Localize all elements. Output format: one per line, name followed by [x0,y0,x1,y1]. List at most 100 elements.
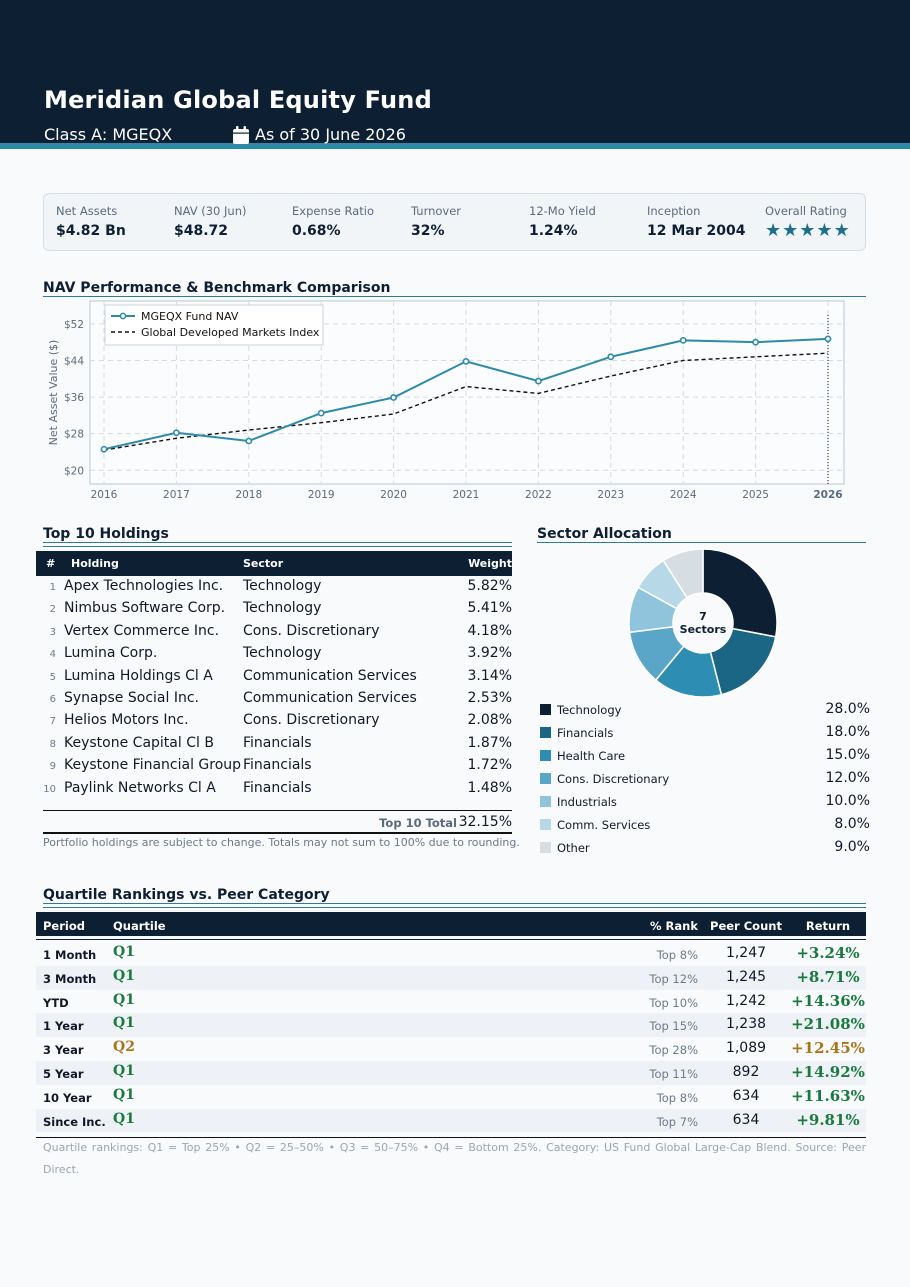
rank-cell: Top 7% [656,1114,698,1129]
legend-label-benchmark: Global Developed Markets Index [141,326,320,339]
fund-nav-point [679,336,687,344]
holding-name: Lumina Corp. [64,645,158,662]
rank-cell: Top 28% [649,1043,698,1058]
return-cell: +11.63% [791,1086,865,1105]
legend-sector-pct: 8.0% [834,816,870,832]
legend-item: Health Care 15.0% [540,746,870,769]
header-stripe [0,143,910,149]
rank-cell: Top 10% [649,995,698,1010]
y-axis-title: Net Asset Value ($) [47,340,60,446]
period-cell: 1 Year [43,1019,84,1034]
table-bottom-rule [36,1137,866,1138]
x-tick-label: 2016 [91,489,118,501]
sector-legend: Technology 28.0% Financials 18.0% Health Car… [540,700,870,861]
period-cell: 5 Year [43,1066,84,1081]
benchmark-line [103,352,829,451]
quartile-header-row: Period Quartile % Rank Peer Count Return [36,912,866,939]
return-cell: +14.36% [791,991,865,1010]
legend-swatch [540,842,551,853]
rank-cell: Top 12% [649,971,698,986]
stat-overall-rating: Overall Rating ★ ★ ★ ★ ★ [765,204,850,240]
y-tick-label: $28 [64,429,84,441]
fund-nav-point [824,335,832,343]
legend-sector-pct: 15.0% [825,747,870,763]
section-rule [537,542,866,543]
legend-item: Technology 28.0% [540,700,870,723]
table-row: 1 Month Q1 Top 8% 1,247 +3.24% [36,942,866,966]
quartile-cell: Q2 [113,1039,135,1056]
period-cell: 1 Month [43,948,97,962]
fund-title: Meridian Global Equity Fund [44,86,432,114]
holding-rank: 6 [49,693,56,705]
donut-slice [702,548,778,638]
holding-sector: Technology [243,645,322,662]
quartile-cell: Q1 [113,967,135,984]
holding-weight: 1.72% [467,757,512,774]
legend-sector-pct: 12.0% [825,770,870,786]
sector-donut-chart: 7 Sectors [628,548,778,698]
section-rule [43,907,866,908]
star-icon: ★ [799,220,816,241]
peer-count-cell: 1,089 [725,1040,767,1057]
table-row: 5 Year Q1 Top 11% 892 +14.92% [36,1060,866,1085]
legend-item: Other 9.0% [540,838,870,861]
table-row: 4 Lumina Corp. Technology 3.92% [36,643,512,665]
fund-class: Class A: MGEQX [44,125,173,144]
holding-weight: 4.18% [467,622,512,639]
calendar-icon [233,125,249,144]
period-cell: 3 Month [43,971,97,986]
table-row: Since Inc. Q1 Top 7% 634 +9.81% [36,1108,866,1133]
legend-item: Industrials 10.0% [540,792,870,815]
legend-sector-name: Technology [557,703,622,717]
col-holding: Holding [71,557,119,570]
holding-weight: 5.41% [467,600,512,617]
legend-item: Cons. Discretionary 12.0% [540,769,870,792]
holdings-rows: 1 Apex Technologies Inc. Technology 5.82% 2 N… [36,576,512,800]
stat-value: $48.72 [174,223,229,239]
table-row: YTD Q1 Top 10% 1,242 +14.36% [36,990,866,1014]
holding-weight: 5.82% [467,578,512,594]
legend-sector-pct: 10.0% [825,793,870,809]
peer-count-cell: 634 [732,1111,760,1128]
donut-center-count: 7 [699,610,707,623]
x-tick-label: 2022 [525,489,552,501]
fund-nav-point [172,429,180,437]
peer-count-cell: 1,238 [725,1016,767,1033]
rank-cell: Top 15% [649,1019,698,1034]
x-tick-label: 2024 [670,489,697,501]
col-return: Return [805,919,851,933]
legend-swatch [540,704,551,715]
holding-rank: 7 [49,716,56,728]
col-period: Period [43,919,85,933]
holdings-title: Top 10 Holdings [43,526,169,542]
col-sector: Sector [243,557,284,570]
holding-rank: 1 [49,582,56,593]
stat-label: Net Assets [56,204,118,218]
holdings-table: # Holding Sector Weight 1 Apex Technologi… [36,551,512,800]
stat-value: 0.68% [292,223,341,239]
section-rule [43,903,866,904]
x-tick-label: 2026 [813,489,842,501]
legend-sector-name: Financials [557,726,614,740]
holding-rank: 4 [49,649,56,661]
x-tick-label: 2017 [163,489,190,501]
stat-label: Overall Rating [765,204,847,218]
fund-nav-point [100,445,108,453]
section-rule [43,542,512,543]
return-cell: +12.45% [791,1039,865,1058]
holding-sector: Communication Services [243,689,417,706]
report-header [0,0,910,146]
holding-name: Keystone Capital Cl B [64,734,214,751]
fund-nav-point [390,394,397,401]
stat-yield: 12-Mo Yield 1.24% [529,204,596,239]
stat-label: Inception [647,204,701,218]
table-row: 10 Paylink Networks Cl A Financials 1.48% [36,778,512,800]
star-icon: ★ [833,220,850,241]
period-cell: Since Inc. [43,1114,106,1129]
stat-inception: Inception 12 Mar 2004 [647,204,745,239]
stat-label: Expense Ratio [292,204,374,218]
fund-nav-point [245,437,253,445]
holding-name: Keystone Financial Group [64,757,242,774]
star-icon: ★ [816,220,833,241]
x-tick-label: 2021 [453,489,480,501]
